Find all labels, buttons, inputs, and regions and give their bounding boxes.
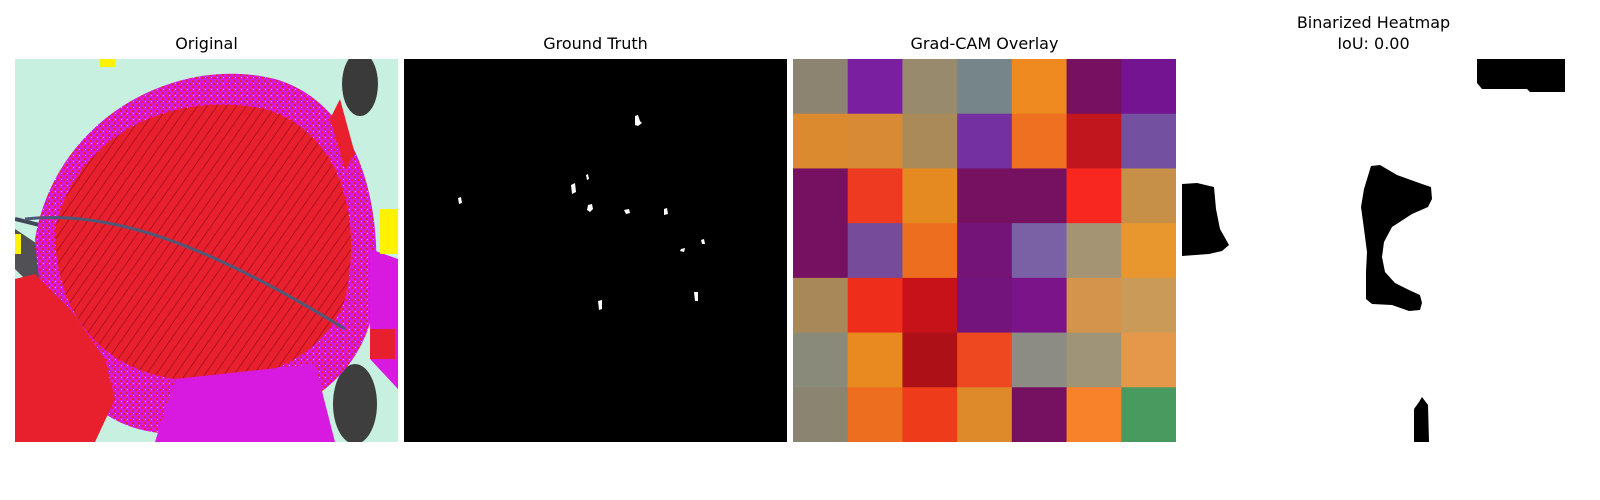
- original-title: Original: [175, 34, 238, 53]
- mask-blob: [701, 239, 705, 244]
- red-blob-bottom-left: [15, 274, 115, 442]
- gradcam-cell: [1121, 113, 1176, 169]
- gradcam-cell: [902, 223, 958, 279]
- gradcam-cell: [902, 59, 958, 115]
- mask-blob: [458, 197, 462, 204]
- mask-blob: [598, 300, 602, 310]
- gradcam-cell: [1011, 59, 1068, 115]
- gradcam-overlay: [793, 59, 1176, 442]
- shadow-top-right: [342, 59, 378, 116]
- gradcam-cell: [1066, 168, 1122, 224]
- heatmap-region-bottom: [1414, 397, 1429, 442]
- gradcam-cell: [902, 113, 958, 169]
- gradcam-cell: [793, 277, 849, 334]
- mask-blob: [694, 292, 698, 301]
- gradcam-cell: [793, 59, 849, 115]
- gradcam-cell: [847, 387, 903, 442]
- red-edge-right: [370, 329, 395, 359]
- mask-blob: [586, 174, 589, 180]
- gradcam-cell: [793, 113, 849, 169]
- gradcam-cell: [1066, 113, 1122, 169]
- gradcam-cell: [1121, 277, 1176, 334]
- gradcam-cell: [957, 113, 1013, 169]
- gradcam-cell: [847, 332, 903, 388]
- gradcam-cell: [1066, 332, 1122, 388]
- gradcam-cell: [1011, 223, 1068, 279]
- heatmap-region-left: [1182, 183, 1229, 256]
- gradcam-cell: [1011, 332, 1068, 388]
- gradcam-cell: [1121, 387, 1176, 442]
- gradcam-cell: [957, 277, 1013, 334]
- ground-truth-title: Ground Truth: [543, 34, 648, 53]
- gradcam-cell: [793, 168, 849, 224]
- mask-background: [404, 59, 787, 442]
- leaf-midrib: [24, 215, 346, 331]
- gradcam-cell: [847, 113, 903, 169]
- gradcam-cell: [793, 223, 849, 279]
- gradcam-cell: [1066, 223, 1122, 279]
- gradcam-cell: [957, 59, 1013, 115]
- gradcam-cell: [957, 332, 1013, 388]
- yellow-accent-2: [100, 59, 115, 67]
- binarized-title: Binarized Heatmap: [1296, 13, 1451, 32]
- gradcam-cell: [1121, 223, 1176, 279]
- gradcam-cell: [1066, 59, 1122, 115]
- gradcam-cell: [1121, 168, 1176, 224]
- mask-blob: [664, 208, 668, 215]
- gradcam-cell: [902, 387, 958, 442]
- yellow-accent-1: [380, 209, 398, 254]
- gradcam-cell: [1066, 277, 1122, 334]
- red-edge-top: [330, 99, 355, 169]
- gradcam-cell: [847, 223, 903, 279]
- shadow-bottom-right: [333, 364, 377, 442]
- gradcam-cell: [957, 223, 1013, 279]
- mask-blob: [635, 115, 642, 126]
- mask-blob: [624, 209, 630, 214]
- gradcam-cell: [793, 332, 849, 388]
- gradcam-cell: [847, 59, 903, 115]
- gradcam-cell: [793, 387, 849, 442]
- gradcam-cell: [957, 387, 1013, 442]
- gradcam-cell: [1121, 59, 1176, 115]
- ground-truth-mask: [404, 59, 787, 442]
- leaf-core-red: [55, 104, 352, 381]
- gradcam-cell: [1121, 332, 1176, 388]
- gradcam-cell: [902, 277, 958, 334]
- gradcam-title: Grad-CAM Overlay: [910, 34, 1059, 53]
- gradcam-cell: [1066, 387, 1122, 442]
- magenta-blob-bottom: [155, 364, 335, 442]
- gradcam-cell: [902, 332, 958, 388]
- gradcam-cell: [1011, 387, 1068, 442]
- gradcam-cell: [1011, 277, 1068, 334]
- heatmap-region-center: [1361, 165, 1432, 311]
- original-image: [15, 59, 398, 442]
- mask-blob: [571, 183, 576, 194]
- heatmap-region-top-right: [1477, 59, 1565, 92]
- binarized-heatmap: [1182, 59, 1565, 442]
- iou-subtitle: IoU: 0.00: [1337, 34, 1410, 53]
- mask-blob: [587, 204, 593, 212]
- yellow-accent-3: [15, 234, 21, 254]
- gradcam-cell: [1011, 168, 1068, 224]
- gradcam-cell: [847, 277, 903, 334]
- mask-blob: [680, 248, 685, 252]
- gradcam-cell: [957, 168, 1013, 224]
- gradcam-cell: [1011, 113, 1068, 169]
- gradcam-cell: [847, 168, 903, 224]
- gradcam-cell: [902, 168, 958, 224]
